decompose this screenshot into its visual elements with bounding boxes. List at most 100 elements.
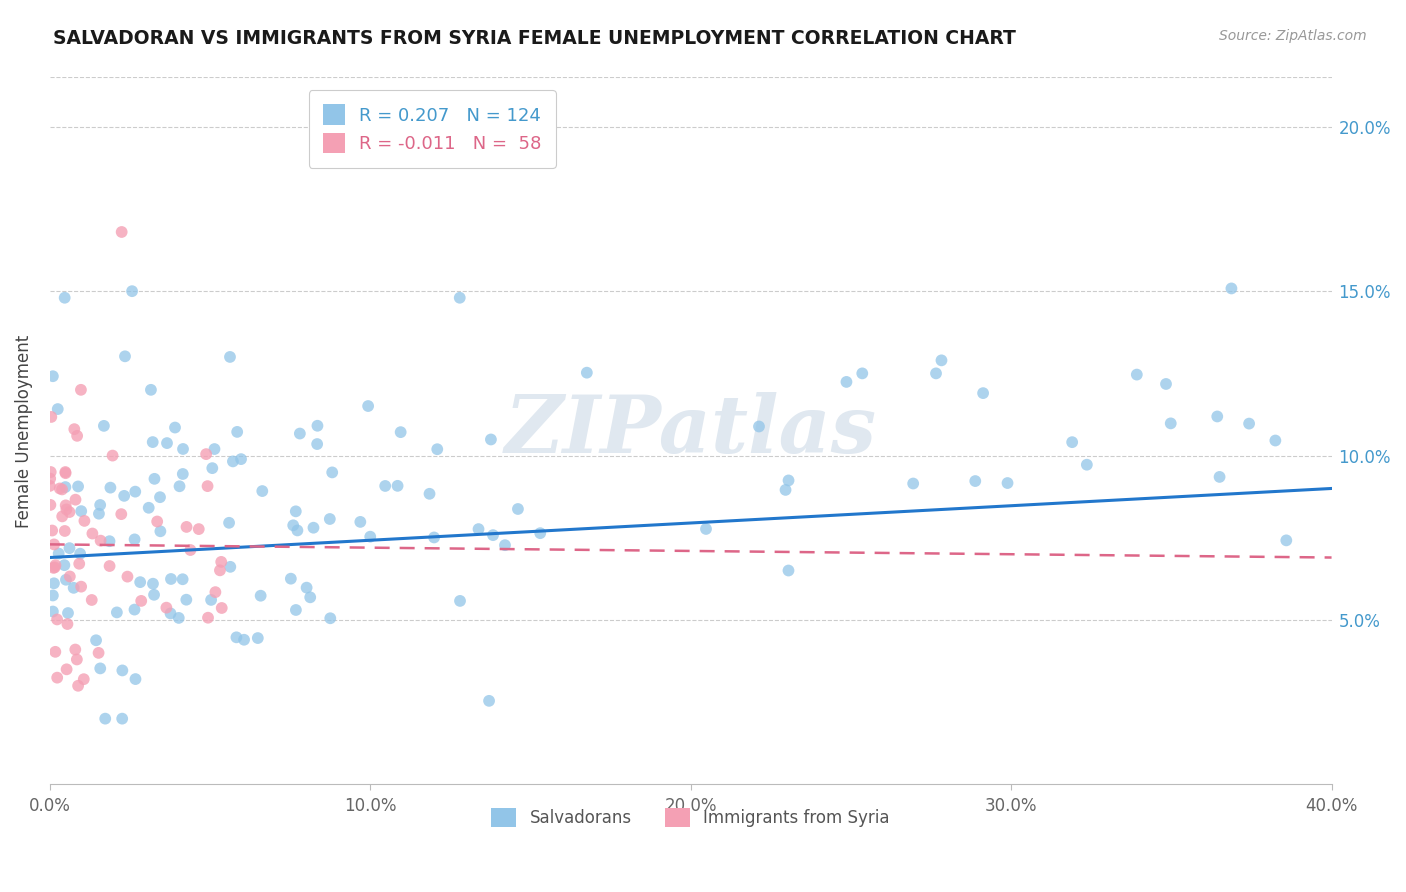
Point: [302, 521, 325, 535]
Point: [200, 593, 222, 607]
Point: [901, 476, 924, 491]
Point: [387, 479, 409, 493]
Point: [48, 547, 70, 561]
Point: [172, 442, 194, 456]
Point: [62, 581, 84, 595]
Point: [280, 572, 302, 586]
Point: [319, 512, 342, 526]
Point: [156, 436, 179, 450]
Point: [288, 426, 311, 441]
Point: [575, 366, 598, 380]
Point: [146, 515, 169, 529]
Point: [167, 611, 190, 625]
Point: [65, 492, 87, 507]
Point: [506, 502, 529, 516]
Point: [124, 602, 146, 616]
Point: [389, 425, 412, 439]
Point: [478, 694, 501, 708]
Point: [70, 580, 93, 594]
Point: [55, 573, 77, 587]
Text: SALVADORAN VS IMMIGRANTS FROM SYRIA FEMALE UNEMPLOYMENT CORRELATION CHART: SALVADORAN VS IMMIGRANTS FROM SYRIA FEMA…: [53, 29, 1017, 47]
Point: [51, 483, 73, 497]
Point: [233, 632, 256, 647]
Point: [39, 409, 62, 424]
Point: [44, 560, 66, 574]
Point: [129, 575, 152, 590]
Point: [98, 534, 121, 549]
Point: [39, 472, 62, 486]
Point: [222, 454, 245, 468]
Point: [55, 662, 77, 676]
Point: [1264, 434, 1286, 448]
Point: [1237, 417, 1260, 431]
Point: [41, 524, 63, 538]
Point: [284, 603, 307, 617]
Point: [121, 284, 143, 298]
Point: [53, 558, 76, 573]
Point: [56, 606, 79, 620]
Point: [98, 559, 121, 574]
Point: [89, 498, 111, 512]
Point: [965, 474, 987, 488]
Point: [51, 509, 73, 524]
Point: [225, 630, 247, 644]
Point: [87, 646, 110, 660]
Point: [748, 419, 770, 434]
Point: [90, 533, 112, 548]
Point: [58, 505, 80, 519]
Point: [176, 520, 198, 534]
Point: [39, 465, 62, 479]
Point: [479, 433, 502, 447]
Point: [529, 526, 551, 541]
Point: [252, 484, 274, 499]
Text: Source: ZipAtlas.com: Source: ZipAtlas.com: [1219, 29, 1367, 43]
Point: [67, 557, 90, 571]
Point: [159, 607, 181, 621]
Point: [59, 569, 82, 583]
Point: [142, 435, 165, 450]
Point: [65, 642, 87, 657]
Point: [155, 600, 177, 615]
Point: [53, 524, 76, 538]
Point: [44, 558, 66, 573]
Point: [359, 530, 381, 544]
Point: [778, 474, 800, 488]
Point: [149, 490, 172, 504]
Point: [482, 528, 505, 542]
Point: [197, 611, 219, 625]
Point: [149, 524, 172, 539]
Point: [94, 712, 117, 726]
Point: [494, 538, 516, 552]
Point: [307, 437, 329, 451]
Point: [124, 672, 146, 686]
Point: [374, 479, 396, 493]
Point: [143, 472, 166, 486]
Point: [1220, 281, 1243, 295]
Point: [44, 645, 66, 659]
Point: [307, 418, 329, 433]
Point: [42, 561, 65, 575]
Point: [142, 576, 165, 591]
Point: [100, 481, 122, 495]
Point: [63, 422, 86, 436]
Point: [138, 500, 160, 515]
Point: [418, 487, 440, 501]
Point: [426, 442, 449, 457]
Point: [139, 383, 162, 397]
Point: [70, 504, 93, 518]
Point: [66, 652, 89, 666]
Point: [111, 712, 134, 726]
Point: [695, 522, 717, 536]
Point: [295, 581, 318, 595]
Point: [449, 594, 471, 608]
Point: [42, 605, 65, 619]
Point: [209, 555, 232, 569]
Point: [101, 449, 124, 463]
Point: [110, 507, 132, 521]
Point: [84, 633, 107, 648]
Point: [219, 559, 242, 574]
Point: [1126, 368, 1149, 382]
Point: [219, 350, 242, 364]
Point: [87, 507, 110, 521]
Point: [449, 291, 471, 305]
